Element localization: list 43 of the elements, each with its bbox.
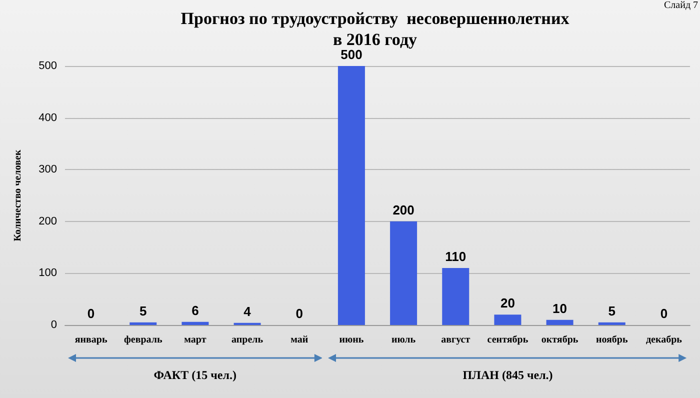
- bar: [546, 320, 574, 325]
- x-tick-label: июнь: [339, 334, 364, 346]
- data-label: 6: [192, 302, 199, 318]
- y-tick-label: 100: [38, 267, 57, 280]
- y-tick-label: 500: [38, 60, 57, 72]
- data-label: 200: [392, 202, 414, 218]
- text: ПЛАН (845 чел.): [462, 368, 553, 383]
- x-tick-label: ноябрь: [596, 334, 628, 346]
- data-label: 4: [244, 304, 252, 319]
- bar: [338, 66, 365, 325]
- x-tick-label: апрель: [232, 334, 264, 346]
- x-tick-label: октябрь: [541, 334, 579, 346]
- x-tick-label: май: [290, 334, 308, 346]
- bar: [182, 322, 209, 325]
- data-label: 0: [87, 306, 95, 321]
- bar: [494, 314, 522, 325]
- chart-title: Прогноз по трудоустройству несовершеннолетних в 2016 году: [180, 9, 570, 49]
- text: Слайд 7: [664, 0, 698, 11]
- data-label: 5: [608, 303, 616, 318]
- bar: [390, 221, 418, 325]
- x-tick-label: февраль: [124, 334, 163, 346]
- x-tick-label: январь: [74, 334, 108, 346]
- y-tick-label: 300: [38, 164, 57, 176]
- x-tick-label: март: [184, 334, 206, 346]
- data-label: 500: [340, 47, 362, 62]
- y-tick-label: 0: [50, 319, 57, 331]
- y-tick-label: 400: [38, 112, 57, 124]
- data-label: 110: [445, 249, 466, 264]
- text: ФАКТ (15 чел.): [154, 368, 236, 383]
- data-label: 20: [500, 296, 515, 311]
- x-tick-label: сентябрь: [487, 334, 529, 346]
- y-tick-label: 200: [38, 215, 57, 228]
- bar: [442, 268, 470, 325]
- x-tick-label: декабрь: [646, 334, 683, 346]
- data-label: 0: [660, 306, 668, 321]
- bar: [598, 322, 626, 325]
- data-label: 10: [552, 300, 568, 316]
- x-tick-label: июль: [392, 334, 416, 346]
- bar: [130, 322, 157, 325]
- data-label: 5: [140, 303, 147, 318]
- data-label: 0: [296, 306, 303, 321]
- y-axis-title: Количество человек: [12, 150, 24, 242]
- x-tick-label: август: [441, 334, 470, 346]
